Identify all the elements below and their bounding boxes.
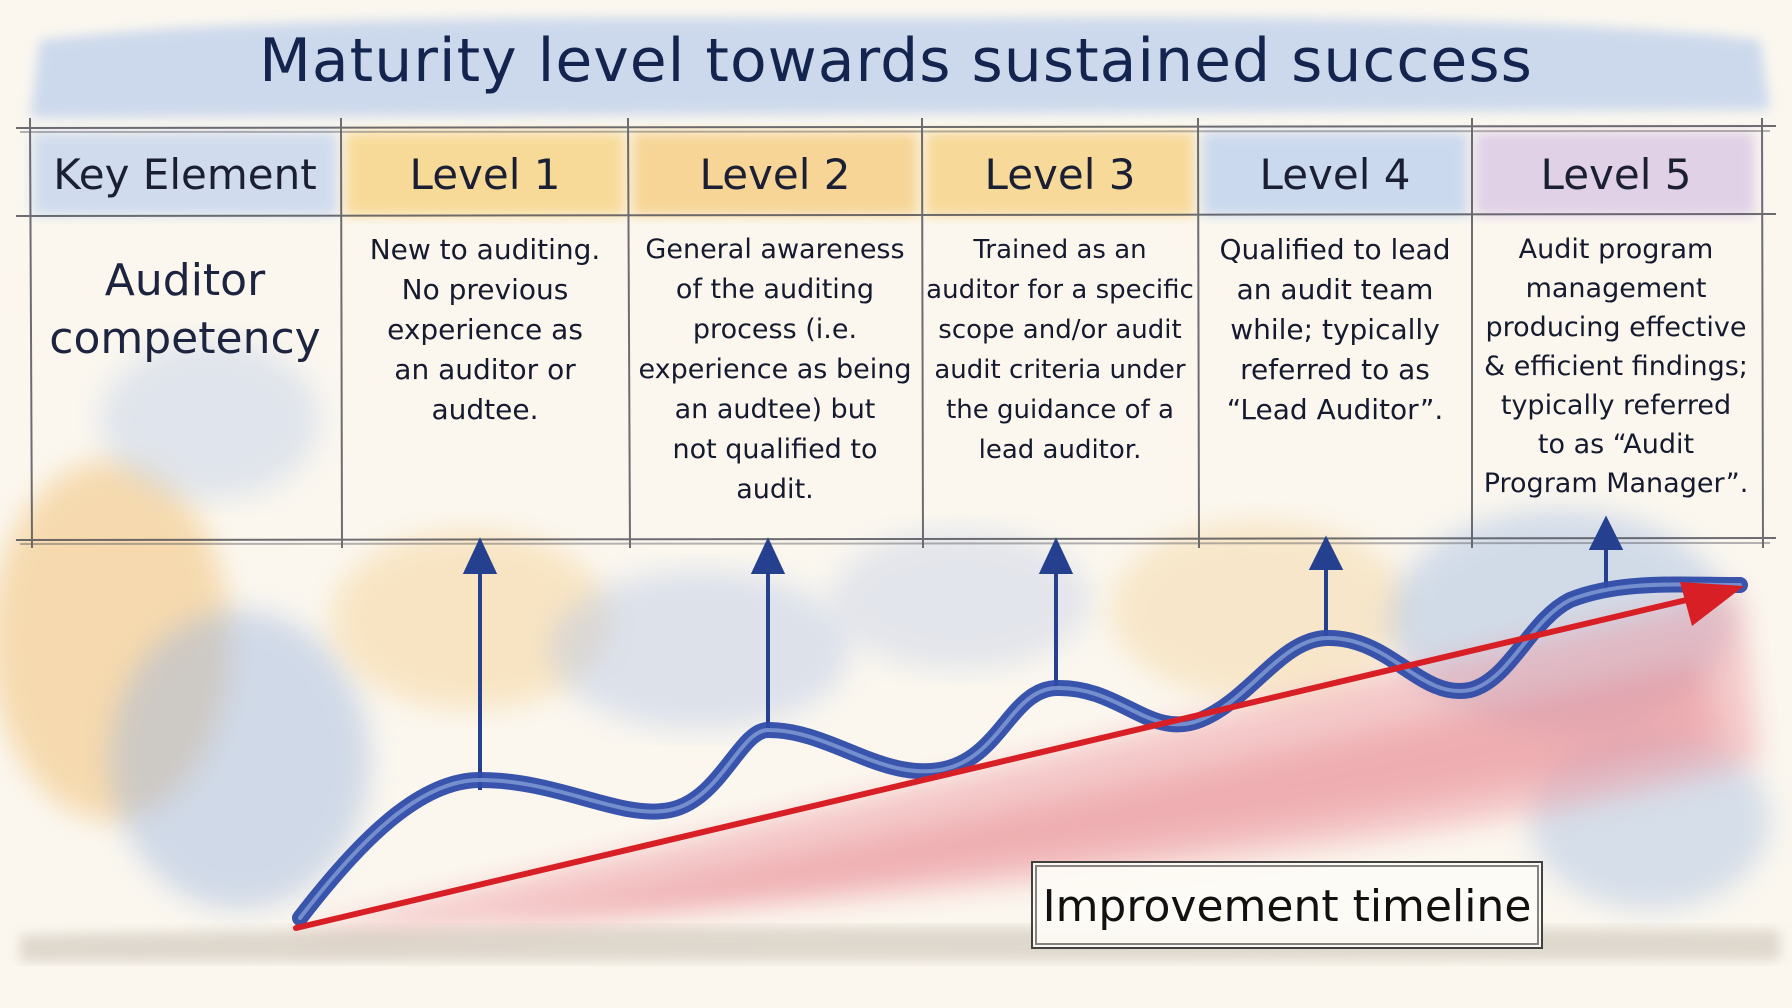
header-level-1: Level 1 <box>409 149 561 199</box>
header-level-2: Level 2 <box>699 149 851 199</box>
page-title: Maturity level towards sustained success <box>259 26 1533 96</box>
improvement-timeline-label: Improvement timeline <box>1042 880 1532 932</box>
row-label-auditor-competency: Auditor competency <box>49 255 321 364</box>
level-3-description: Trained as an auditor for a specific sco… <box>926 235 1194 465</box>
level-2-description: General awareness of the auditing proces… <box>638 234 912 505</box>
header-level-4: Level 4 <box>1259 149 1411 199</box>
header-level-5: Level 5 <box>1540 149 1692 199</box>
level-4-description: Qualified to lead an audit team while; t… <box>1219 233 1451 426</box>
level-1-description: New to auditing. No previous experience … <box>369 233 601 426</box>
header-key-element: Key Element <box>53 149 317 199</box>
header-level-3: Level 3 <box>984 149 1136 199</box>
level-5-description: Audit program management producing effec… <box>1483 234 1749 499</box>
